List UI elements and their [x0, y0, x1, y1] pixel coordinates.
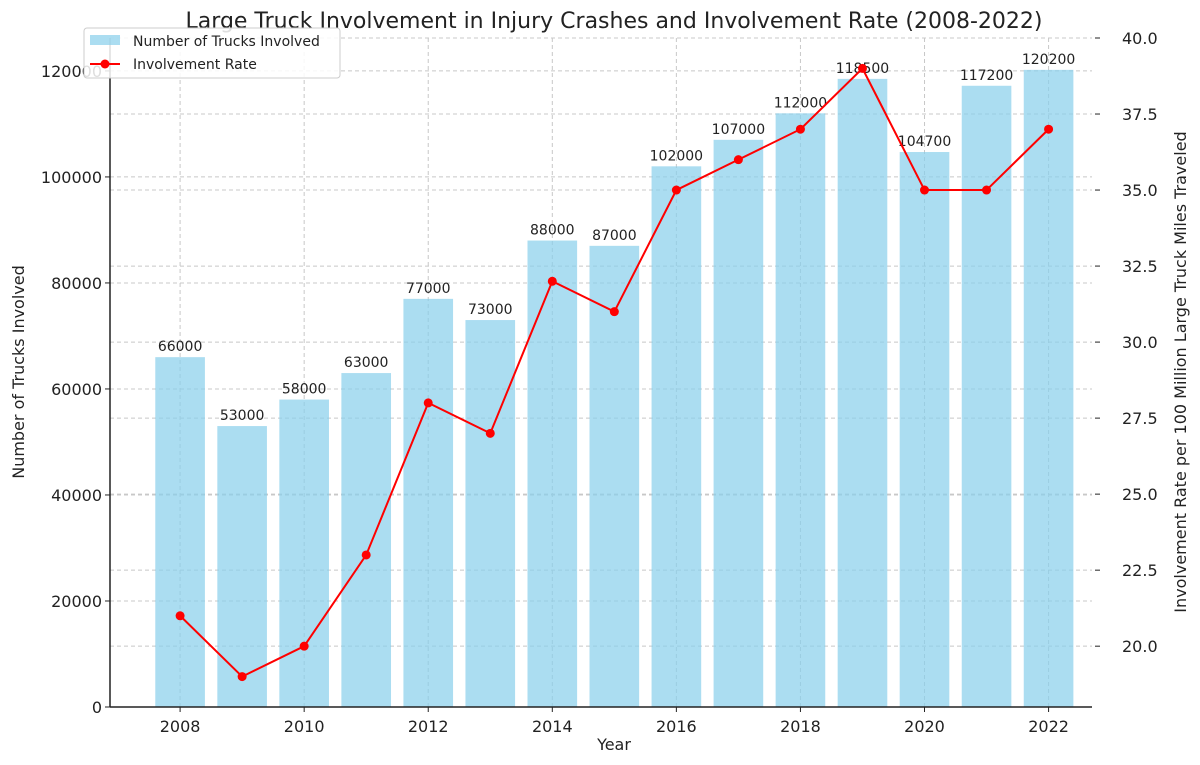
x-tick-label: 2018 — [780, 717, 821, 736]
y-right-tick-label: 37.5 — [1122, 105, 1158, 124]
y-axis-left-label: Number of Trucks Involved — [9, 265, 28, 479]
y-right-tick-label: 22.5 — [1122, 561, 1158, 580]
bar — [651, 166, 702, 707]
y-right-tick-label: 35.0 — [1122, 181, 1158, 200]
bar-value-label: 112000 — [774, 95, 827, 111]
y-left-tick-label: 0 — [92, 698, 102, 717]
y-right-tick-label: 27.5 — [1122, 409, 1158, 428]
x-axis-label: Year — [596, 735, 631, 754]
bar-value-label: 63000 — [344, 355, 389, 371]
bar-value-label: 77000 — [406, 281, 451, 297]
rate-point — [175, 611, 185, 621]
y-left-tick-label: 20000 — [51, 592, 102, 611]
bar-labels: 66000 53000 58000 63000 77000 73000 88000 87000… — [158, 52, 1075, 424]
bar-value-label: 120200 — [1022, 52, 1075, 68]
x-tick-label: 2014 — [532, 717, 573, 736]
bar — [155, 357, 205, 707]
bar — [589, 245, 640, 707]
bar — [403, 298, 454, 707]
y-left-tick-label: 60000 — [51, 380, 102, 399]
rate-point — [671, 185, 681, 195]
bar-value-label: 117200 — [960, 68, 1013, 84]
x-tick-label: 2016 — [656, 717, 697, 736]
y-right-tick-label: 20.0 — [1122, 637, 1158, 656]
bar — [961, 85, 1012, 707]
rate-point — [609, 307, 619, 317]
rate-point — [920, 185, 930, 195]
rate-point — [982, 185, 992, 195]
rate-point — [485, 428, 495, 438]
x-tick-label: 2022 — [1028, 717, 1069, 736]
bar — [837, 78, 888, 708]
bar-value-label: 87000 — [592, 228, 637, 244]
legend-swatch-bars — [90, 35, 120, 45]
rate-point — [857, 63, 867, 73]
rate-line — [175, 63, 1054, 682]
bar — [775, 113, 826, 707]
axes: 2008 2010 2012 2014 2016 2018 2020 2022 0 20000 40… — [41, 29, 1158, 736]
rate-point — [733, 155, 743, 165]
bar-value-label: 107000 — [712, 122, 765, 138]
bar — [1023, 69, 1074, 708]
bar — [465, 320, 516, 707]
bar-value-label: 66000 — [158, 339, 203, 355]
legend-label-bars: Number of Trucks Involved — [133, 34, 320, 50]
bar-value-label: 88000 — [530, 223, 575, 239]
rate-point — [299, 641, 309, 651]
bar-value-label: 58000 — [282, 382, 327, 398]
bar — [527, 240, 578, 707]
x-tick-label: 2020 — [904, 717, 945, 736]
x-tick-label: 2012 — [408, 717, 449, 736]
y-left-tick-label: 100000 — [41, 168, 102, 187]
y-left-tick-label: 40000 — [51, 486, 102, 505]
bar-value-label: 102000 — [650, 148, 703, 164]
rate-point — [361, 550, 371, 560]
y-right-tick-label: 30.0 — [1122, 333, 1158, 352]
legend-box — [83, 27, 341, 79]
bar-value-label: 53000 — [220, 408, 265, 424]
rate-point — [237, 672, 247, 682]
bar — [899, 152, 950, 707]
y-axis-right-label: Involvement Rate per 100 Million Large T… — [1171, 131, 1190, 612]
rate-point — [423, 398, 433, 408]
bar — [279, 399, 329, 707]
y-right-tick-label: 25.0 — [1122, 485, 1158, 504]
y-left-tick-label: 80000 — [51, 274, 102, 293]
y-right-tick-label: 32.5 — [1122, 257, 1158, 276]
x-tick-label: 2010 — [284, 717, 325, 736]
bar — [713, 139, 764, 708]
bar-value-label: 73000 — [468, 302, 513, 318]
rate-point — [1044, 124, 1054, 134]
bar — [217, 426, 267, 707]
bars — [155, 69, 1074, 708]
legend-swatch-marker — [100, 59, 110, 69]
y-right-tick-label: 40.0 — [1122, 29, 1158, 48]
legend-label-line: Involvement Rate — [133, 57, 257, 73]
rate-point — [547, 276, 557, 286]
rate-point — [795, 124, 805, 134]
bar-value-label: 104700 — [898, 134, 951, 150]
x-tick-label: 2008 — [160, 717, 201, 736]
legend: Number of Trucks Involved Involvement Ra… — [83, 27, 341, 79]
bar — [341, 373, 392, 707]
